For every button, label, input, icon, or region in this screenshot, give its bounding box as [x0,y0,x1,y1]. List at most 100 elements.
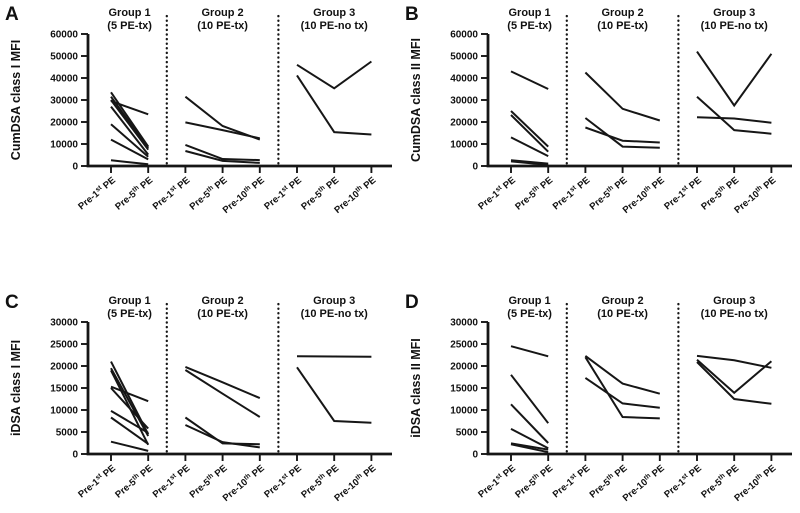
x-tick-label: Pre-1st PE [550,463,592,501]
series-line [110,387,149,430]
x-tick-label: Pre-5th PE [113,175,155,213]
series-line [110,99,150,151]
series-line [510,136,549,157]
series-line [696,354,772,369]
y-tick-label: 60000 [450,30,478,41]
series-line [585,126,660,144]
series-line [296,74,372,136]
group-label: Group 1 [509,7,551,19]
x-tick-label: Pre-1st PE [662,175,704,213]
group-label: Group 2 [602,295,644,307]
series-line [510,443,549,454]
series-line [185,365,261,400]
y-tick-label: 5000 [456,428,479,439]
x-tick-label: Pre-1st PE [262,463,304,501]
y-tick-label: 40000 [50,74,78,85]
series-line [185,121,261,140]
y-tick-label: 0 [72,450,78,461]
y-axis-title: iDSA class II MFI [409,338,423,438]
y-axis-title: CumDSA class I MFI [9,40,23,160]
group-label: Group 3 [713,7,755,19]
x-tick-label: Pre-10th PE [732,175,778,216]
y-tick-label: 10000 [450,406,478,417]
group-label: Group 3 [313,7,355,19]
series-line [696,359,773,395]
y-tick-label: 15000 [450,384,478,395]
x-tick-label: Pre-1st PE [476,463,518,501]
series-line [184,424,260,449]
y-tick-label: 30000 [50,318,78,329]
series-line [510,442,549,451]
series-line [110,416,149,445]
x-tick-label: Pre-1st PE [550,175,592,213]
series-line [584,377,660,409]
x-tick-label: Pre-10th PE [732,463,778,504]
panel-letter: A [5,4,19,25]
series-line [510,403,549,444]
y-tick-label: 15000 [50,384,78,395]
group-sublabel: (5 PE-tx) [507,308,552,320]
series-line [510,428,549,450]
group-sublabel: (10 PE-no tx) [701,308,769,320]
x-tick-label: Pre-1st PE [150,463,192,501]
y-tick-label: 20000 [50,362,78,373]
series-line [584,355,661,395]
group-label: Group 1 [509,295,551,307]
series-line [185,150,260,164]
y-tick-label: 40000 [450,74,478,85]
x-tick-label: Pre-1st PE [76,463,118,501]
group-sublabel: (10 PE-no tx) [301,308,369,320]
y-tick-label: 30000 [450,318,478,329]
series-line [510,114,549,153]
series-line [110,96,150,149]
series-line [184,416,260,446]
series-line [184,95,261,141]
panel-A: A CumDSA class I MFI Group 1 (5 PE-tx) Group… [0,0,400,256]
y-tick-label: 60000 [50,30,78,41]
x-tick-label: Pre-10th PE [332,463,378,504]
x-tick-label: Pre-10th PE [620,463,666,504]
series-line [510,345,549,358]
series-line [110,159,149,166]
y-tick-label: 25000 [50,340,78,351]
series-line [696,51,773,108]
x-tick-label: Pre-10th PE [220,175,266,216]
x-tick-label: Pre-5th PE [113,463,155,501]
series-line [296,60,372,90]
x-tick-label: Pre-5th PE [513,175,555,213]
y-tick-label: 20000 [50,118,78,129]
y-tick-label: 25000 [450,340,478,351]
y-tick-label: 50000 [450,52,478,63]
group-label: Group 2 [602,7,644,19]
y-tick-label: 30000 [50,96,78,107]
x-tick-label: Pre-10th PE [332,175,378,216]
group-sublabel: (5 PE-tx) [107,20,152,32]
series-line [584,356,660,420]
series-line [510,110,549,148]
series-line [696,361,772,405]
panel-letter: C [5,292,19,313]
series-line [296,355,372,358]
group-sublabel: (10 PE-tx) [597,308,648,320]
x-tick-label: Pre-1st PE [262,175,304,213]
y-tick-label: 10000 [450,140,478,151]
group-label: Group 3 [313,295,355,307]
x-tick-label: Pre-10th PE [220,463,266,504]
y-tick-label: 0 [472,162,478,173]
series-line [110,367,150,437]
series-line [110,385,149,403]
x-tick-label: Pre-5th PE [513,463,555,501]
series-line [696,95,772,135]
group-label: Group 2 [202,295,244,307]
panel-B-chart: B CumDSA class II MFI Group 1(5 PE-tx) Grou… [405,4,792,216]
series-line [110,440,149,452]
x-tick-label: Pre-1st PE [76,175,118,213]
group-sublabel: (10 PE-no tx) [701,20,769,32]
series-line [110,91,150,148]
x-tick-label: Pre-10th PE [620,175,666,216]
series-line [696,116,772,124]
series-line [110,123,149,158]
x-tick-label: Pre-1st PE [150,175,192,213]
